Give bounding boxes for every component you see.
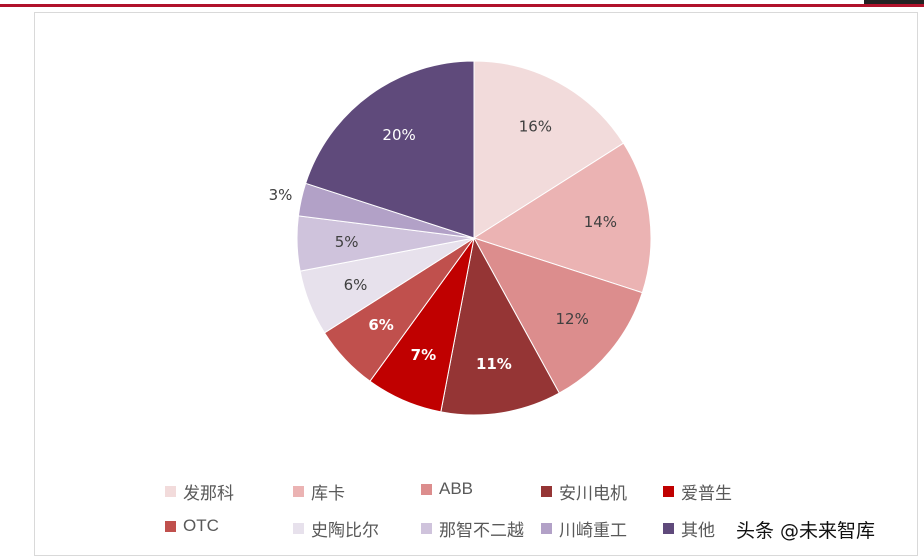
pie-slice bbox=[472, 237, 643, 394]
legend-label: 库卡 bbox=[311, 484, 345, 503]
legend-label: 川崎重工 bbox=[559, 521, 627, 540]
pie-value-label: 14% bbox=[584, 213, 617, 231]
legend-item: 库卡 bbox=[293, 479, 345, 504]
legend-label: 爱普生 bbox=[681, 484, 732, 503]
pie-slice bbox=[473, 60, 625, 239]
legend-item: 那智不二越 bbox=[421, 516, 524, 541]
legend-swatch bbox=[541, 523, 552, 534]
legend-label: 史陶比尔 bbox=[311, 521, 379, 540]
legend-swatch bbox=[165, 486, 176, 497]
pie-value-label: 6% bbox=[344, 276, 368, 294]
legend-item: 史陶比尔 bbox=[293, 516, 379, 541]
pie-slice bbox=[472, 142, 652, 294]
legend-swatch bbox=[663, 486, 674, 497]
legend-item: 安川电机 bbox=[541, 479, 627, 504]
legend-label: 那智不二越 bbox=[439, 521, 524, 540]
header-rule bbox=[0, 4, 924, 7]
legend-label: OTC bbox=[183, 516, 219, 535]
legend-swatch bbox=[293, 523, 304, 534]
pie-value-label: 7% bbox=[411, 346, 436, 364]
legend-item: ABB bbox=[421, 479, 473, 499]
pie-value-label: 5% bbox=[335, 233, 359, 251]
legend-swatch bbox=[663, 523, 674, 534]
pie-value-label: 6% bbox=[368, 316, 393, 334]
legend-swatch bbox=[165, 520, 176, 532]
legend-swatch bbox=[421, 483, 432, 495]
legend-item: OTC bbox=[165, 516, 219, 536]
header-corner-mark bbox=[864, 0, 924, 4]
legend-swatch bbox=[541, 486, 552, 497]
legend-label: 发那科 bbox=[183, 484, 234, 503]
watermark: 头条 @未来智库 bbox=[736, 520, 876, 542]
legend-item: 爱普生 bbox=[663, 479, 732, 504]
legend-item: 其他 bbox=[663, 516, 715, 541]
pie-value-label: 20% bbox=[382, 126, 415, 144]
legend-label: 安川电机 bbox=[559, 484, 627, 503]
legend-label: 其他 bbox=[681, 521, 715, 540]
pie-value-label: 11% bbox=[476, 355, 512, 373]
chart-frame bbox=[34, 12, 918, 556]
legend-swatch bbox=[421, 523, 432, 534]
legend-swatch bbox=[293, 486, 304, 497]
legend-label: ABB bbox=[439, 479, 474, 498]
pie-chart: 16% 14% 12% 11% 7% 6% 6% 5% 3% 20% bbox=[269, 60, 652, 416]
legend-item: 川崎重工 bbox=[541, 516, 627, 541]
pie-value-label: 3% bbox=[269, 186, 293, 204]
legend-item: 发那科 bbox=[165, 479, 234, 504]
pie-value-label: 12% bbox=[556, 310, 589, 328]
chart-legend: 发那科 库卡 ABB 安川电机 爱普生 OTC 史陶比尔 那智不二越 川崎重工 其他 bbox=[165, 476, 785, 546]
pie-slice bbox=[440, 236, 560, 416]
pie-value-label: 16% bbox=[519, 117, 552, 135]
pie-slice bbox=[305, 60, 475, 239]
